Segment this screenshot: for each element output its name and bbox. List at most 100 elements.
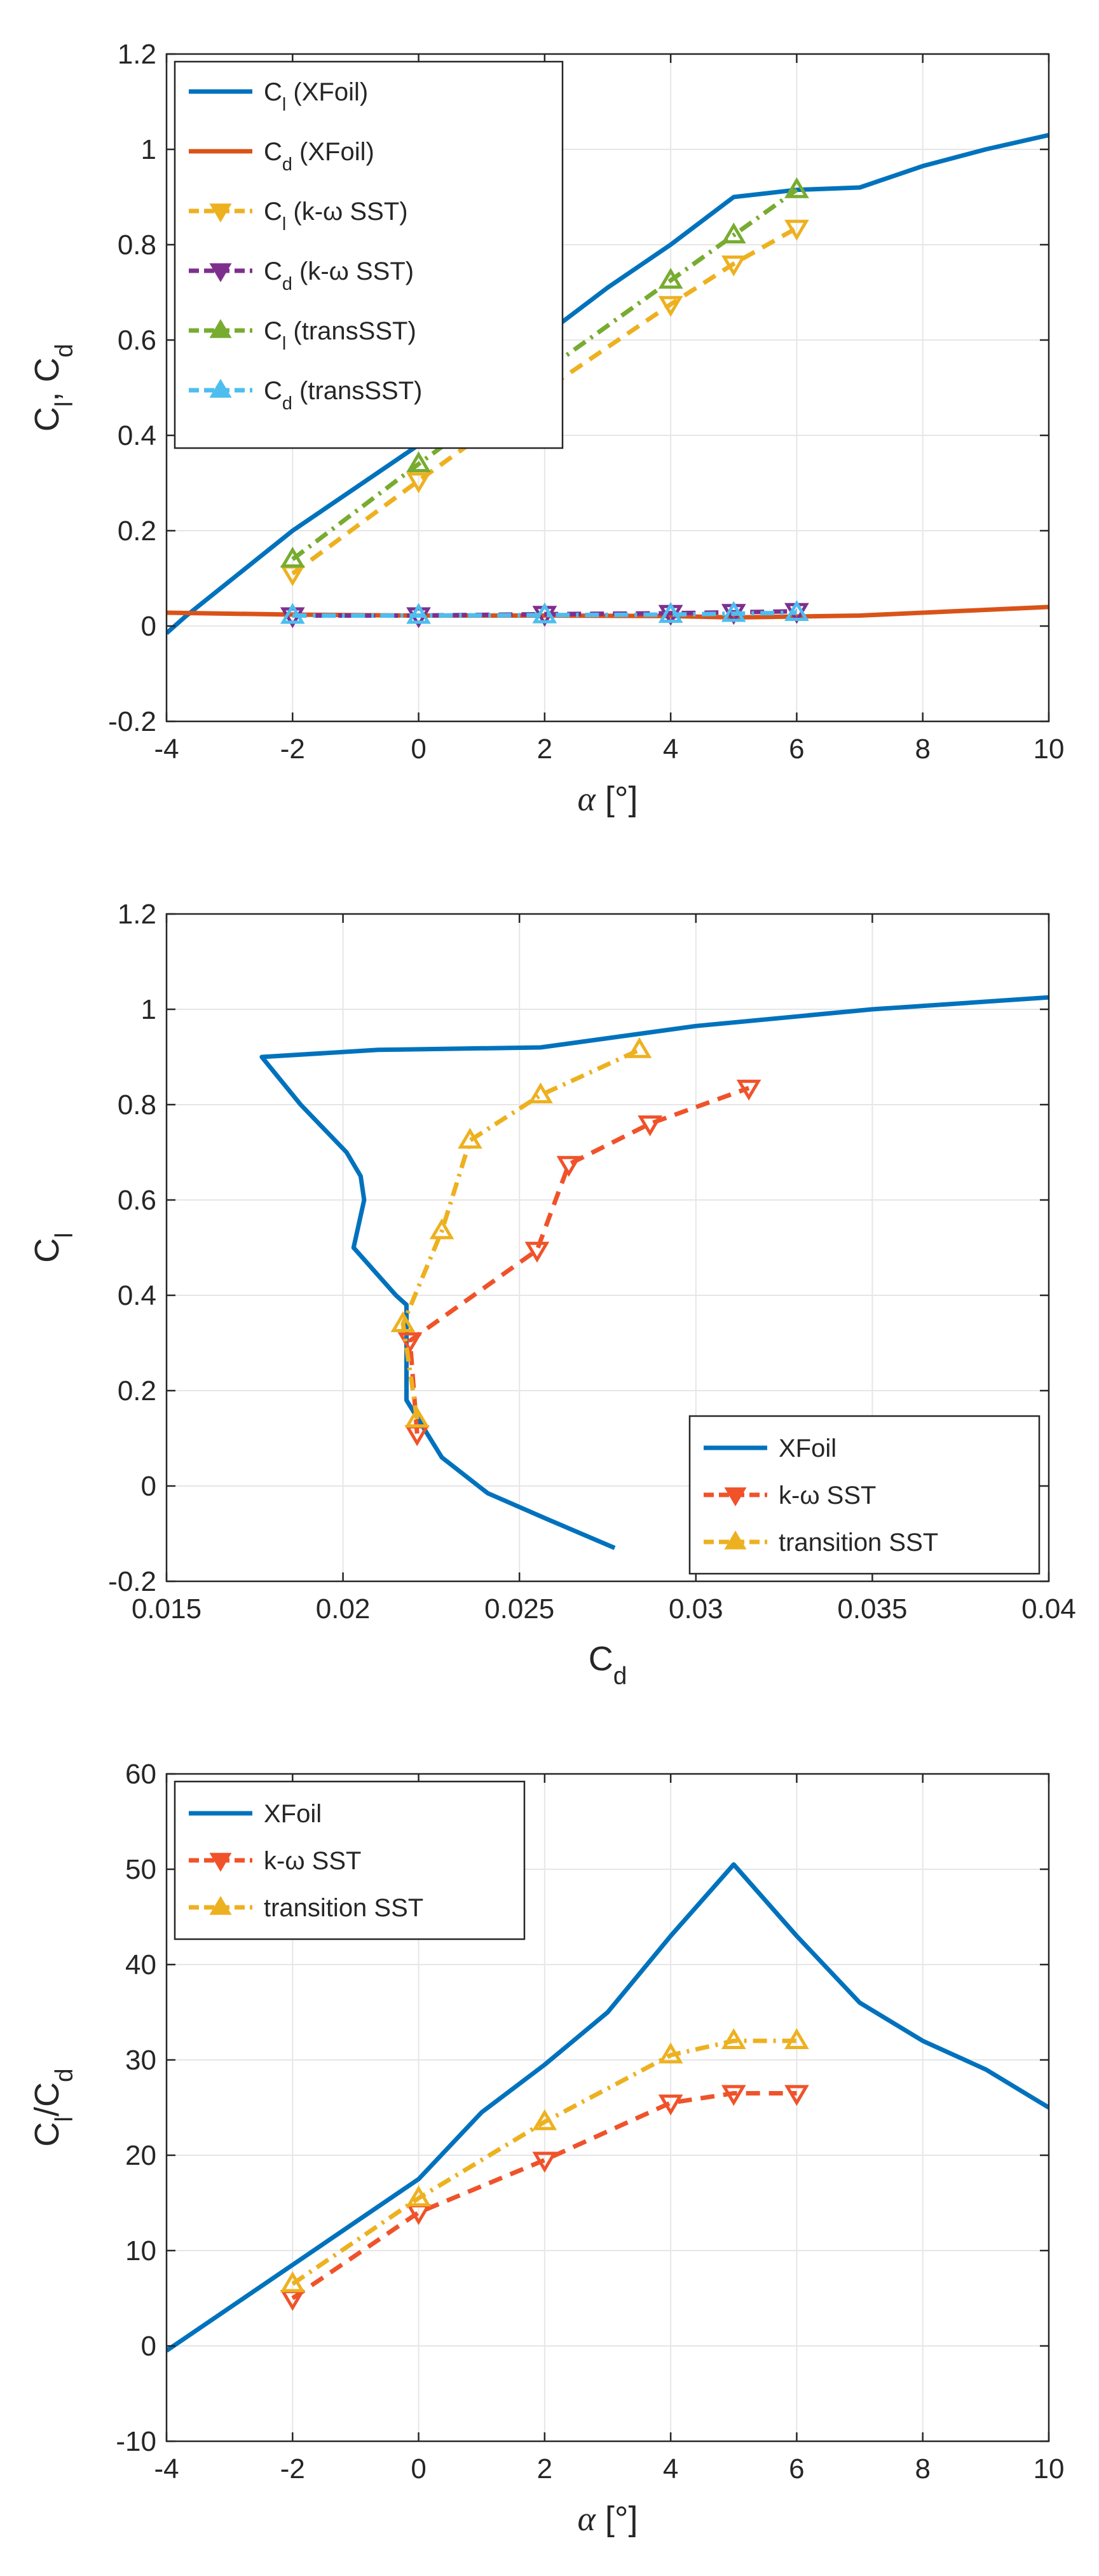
y-axis-label: Cl, Cd bbox=[28, 344, 78, 432]
legend-entry-label-part: (XFoil) bbox=[292, 138, 374, 166]
x-tick-label: 4 bbox=[663, 733, 678, 765]
y-tick-label: 0 bbox=[141, 2331, 156, 2362]
x-axis-label-part: α bbox=[578, 780, 597, 818]
x-axis-label-part: d bbox=[613, 1663, 627, 1690]
x-tick-label: 8 bbox=[915, 733, 930, 765]
legend-entry-label-part: C bbox=[264, 377, 282, 405]
x-axis-label: α [°] bbox=[578, 2500, 638, 2538]
data-point-marker bbox=[406, 472, 431, 494]
x-axis-label-part: [°] bbox=[596, 2500, 638, 2538]
legend-entry-label: k-ω SST bbox=[264, 1847, 361, 1875]
data-point-marker bbox=[532, 602, 557, 624]
legend-entry-label-part: l bbox=[282, 95, 286, 115]
y-axis-label-part: C bbox=[28, 407, 66, 432]
legend-entry-label-part: (transSST) bbox=[286, 317, 416, 345]
legend-entry-label-part: C bbox=[264, 317, 282, 345]
y-tick-label: 1.2 bbox=[118, 39, 156, 70]
y-tick-label: 0.4 bbox=[118, 420, 156, 451]
y-tick-label: 40 bbox=[125, 1949, 156, 1980]
legend: Cl (XFoil)Cd (XFoil)Cl (k-ω SST)Cd (k-ω … bbox=[174, 60, 564, 449]
series-line-transition-sst bbox=[400, 1047, 641, 1420]
x-tick-label: 2 bbox=[537, 2453, 552, 2484]
legend-box bbox=[174, 1780, 526, 1940]
legend-entry-label-part: C bbox=[264, 78, 282, 106]
x-tick-label: 0.025 bbox=[484, 1593, 554, 1625]
y-axis-label-part: l bbox=[51, 2116, 78, 2122]
y-tick-label: 0.4 bbox=[118, 1280, 156, 1311]
y-tick-label: 0.6 bbox=[118, 1185, 156, 1216]
x-tick-label: 4 bbox=[663, 2453, 678, 2484]
legend-marker bbox=[209, 319, 232, 338]
legend-entry-label: Cd (XFoil) bbox=[264, 138, 374, 175]
y-axis-label-part: , C bbox=[28, 357, 66, 401]
y-axis-label-group: Cl bbox=[28, 1232, 78, 1263]
x-axis-label: Cd bbox=[589, 1640, 627, 1690]
y-tick-label: -0.2 bbox=[108, 706, 156, 737]
legend-entry-label-part: (XFoil) bbox=[286, 78, 368, 106]
data-point-marker bbox=[532, 2109, 557, 2130]
series-group bbox=[259, 995, 1049, 1550]
y-tick-label: 20 bbox=[125, 2140, 156, 2171]
legend-entry-label: XFoil bbox=[264, 1800, 322, 1828]
x-tick-label: -4 bbox=[154, 2453, 179, 2484]
y-axis-label-part: l bbox=[51, 1232, 78, 1238]
series-line-xfoil bbox=[167, 133, 1049, 635]
x-axis-label: α [°] bbox=[578, 780, 638, 818]
legend-entry-label-part: C bbox=[264, 138, 282, 166]
legend-entry-label-part: l bbox=[282, 214, 286, 235]
y-axis-label-part: C bbox=[28, 1238, 66, 1263]
legend-marker bbox=[724, 1530, 747, 1550]
series-line-k-omega-sst bbox=[407, 1086, 750, 1434]
y-tick-label: 50 bbox=[125, 1854, 156, 1885]
data-point-marker bbox=[406, 451, 431, 472]
y-tick-label: 1 bbox=[141, 994, 156, 1025]
y-tick-label: 30 bbox=[125, 2045, 156, 2076]
series-line-transsst-cl bbox=[291, 187, 798, 561]
y-axis-label-part: C bbox=[28, 2122, 66, 2147]
legend-entry-label-part: d bbox=[282, 274, 292, 294]
data-point-marker bbox=[280, 603, 305, 624]
data-point-marker bbox=[638, 1115, 662, 1136]
data-point-marker bbox=[280, 547, 305, 568]
x-axis-label-part: C bbox=[589, 1640, 613, 1678]
series-group bbox=[167, 1862, 1049, 2353]
x-tick-label: 0.04 bbox=[1021, 1593, 1076, 1625]
y-tick-label: 0.2 bbox=[118, 1375, 156, 1407]
legend-marker bbox=[209, 1853, 232, 1872]
x-axis-label-part: [°] bbox=[596, 780, 638, 818]
x-tick-label: 0.02 bbox=[316, 1593, 371, 1625]
x-tick-label: -4 bbox=[154, 733, 179, 765]
data-point-marker bbox=[404, 1407, 430, 1428]
series-line-xfoil bbox=[259, 995, 1049, 1550]
legend: XFoil k-ω SST transition SST bbox=[174, 1780, 526, 1940]
data-point-marker bbox=[556, 1155, 582, 1177]
x-tick-label: -2 bbox=[280, 2453, 305, 2484]
legend-entry-label: Cl (XFoil) bbox=[264, 78, 368, 115]
data-point-marker bbox=[532, 2151, 557, 2173]
legend-entry-label: Cl (transSST) bbox=[264, 317, 416, 354]
series-line-transsst-cd bbox=[292, 610, 797, 618]
data-point-marker bbox=[784, 600, 809, 621]
legend-marker bbox=[209, 263, 232, 282]
data-point-marker bbox=[721, 2085, 746, 2106]
data-point-marker bbox=[524, 1241, 550, 1263]
y-axis-label-part: d bbox=[51, 344, 78, 358]
y-tick-label: 0 bbox=[141, 1471, 156, 1502]
data-point-marker bbox=[784, 2085, 809, 2106]
axes-box bbox=[165, 913, 1050, 1583]
legend-marker bbox=[209, 203, 232, 222]
x-tick-label: 10 bbox=[1034, 2453, 1065, 2484]
data-point-marker bbox=[406, 603, 431, 624]
legend-entry-label-part: d bbox=[282, 393, 292, 414]
plot1-chart: -4 -2 0 2 4 6 8 10 -0.2 0 0.2 0.4 0.6 0.8 1 1.2 α [°] Cl,… bbox=[28, 39, 1064, 818]
x-tick-label: 8 bbox=[915, 2453, 930, 2484]
x-tick-label: 0 bbox=[411, 733, 426, 765]
legend-entry-label: Cl (k-ω SST) bbox=[264, 198, 408, 235]
data-point-marker bbox=[658, 296, 683, 317]
y-tick-label: 10 bbox=[125, 2235, 156, 2266]
plot2-chart: 0.015 0.02 0.025 0.03 0.035 0.04 -0.2 0 0.2 0.4 0.… bbox=[28, 899, 1076, 1690]
data-point-marker bbox=[528, 1082, 553, 1103]
series-line-xfoil-cd bbox=[167, 604, 1049, 620]
legend-entry-label: transition SST bbox=[779, 1529, 938, 1557]
